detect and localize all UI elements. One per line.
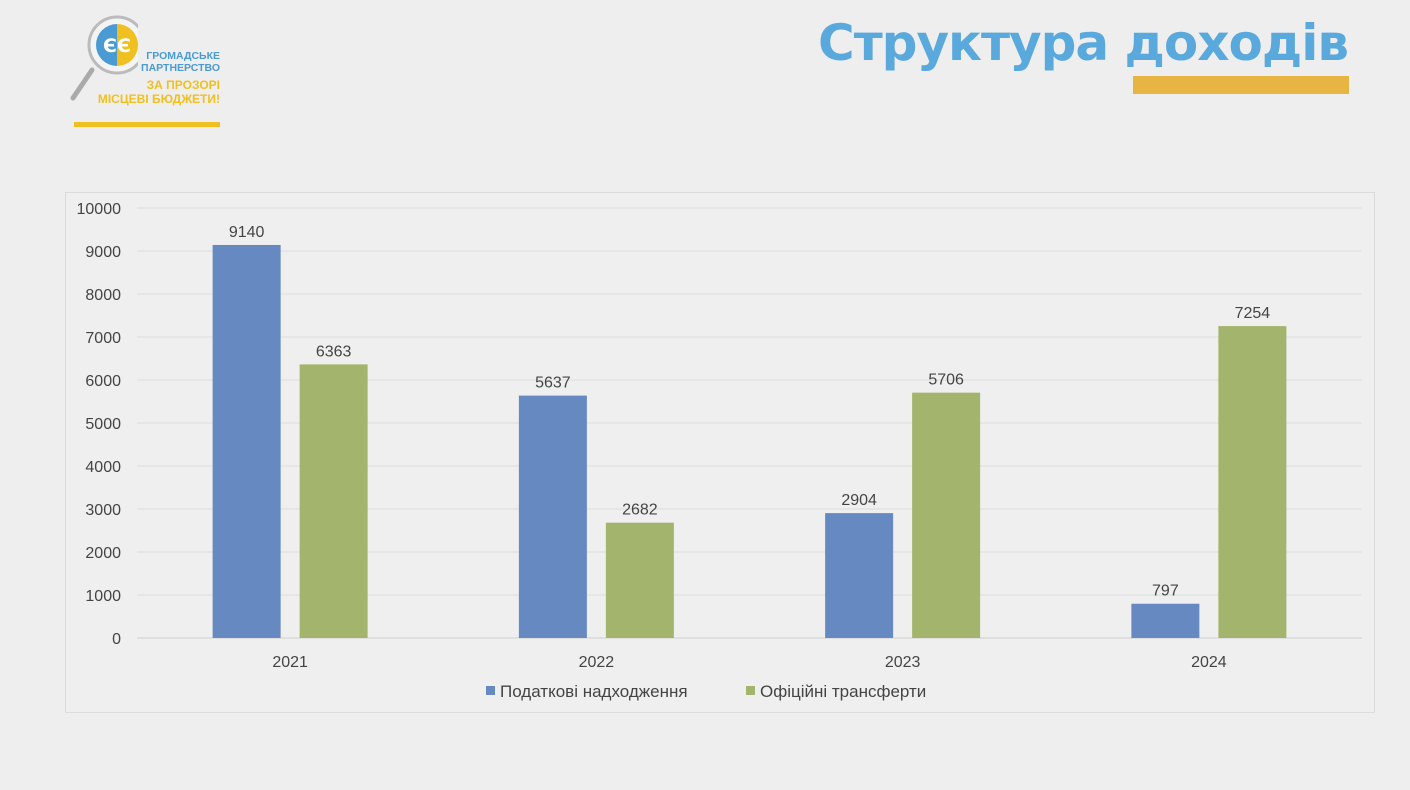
y-tick-label: 7000 (85, 330, 121, 347)
data-label: 797 (1152, 583, 1179, 600)
y-tick-label: 8000 (85, 287, 121, 304)
legend-label: Офіційні трансферти (760, 682, 926, 701)
bar-tax (518, 395, 587, 638)
y-tick-label: 6000 (85, 373, 121, 390)
bar-tax (1131, 603, 1200, 638)
x-tick-label: 2021 (272, 654, 308, 671)
x-tick-label: 2024 (1191, 654, 1227, 671)
y-tick-label: 0 (112, 631, 121, 648)
bar-transfer (1218, 326, 1287, 638)
y-tick-label: 3000 (85, 502, 121, 519)
logo-line: За прозорі (146, 78, 220, 92)
x-tick-label: 2023 (885, 654, 921, 671)
svg-text:ЄЄ: ЄЄ (103, 35, 131, 57)
data-label: 5637 (535, 375, 571, 392)
magnifier-logo-icon: ЄЄ (70, 15, 147, 101)
data-label: 7254 (1235, 305, 1271, 322)
logo: ЄЄ (68, 14, 147, 110)
data-label: 9140 (229, 224, 265, 241)
logo-line: партнерство (141, 62, 220, 74)
logo-text: Громадське партнерство За прозорі місцев… (86, 50, 220, 106)
legend-swatch (746, 686, 755, 695)
bar-transfer (605, 522, 674, 638)
data-label: 5706 (928, 372, 964, 389)
data-label: 2682 (622, 502, 658, 519)
data-label: 6363 (316, 343, 352, 360)
bar-tax (212, 244, 281, 639)
y-tick-label: 9000 (85, 244, 121, 261)
x-tick-label: 2022 (579, 654, 615, 671)
bar-transfer (912, 392, 981, 638)
y-tick-label: 2000 (85, 545, 121, 562)
y-tick-label: 1000 (85, 588, 121, 605)
bar-transfer (299, 364, 368, 638)
y-tick-label: 4000 (85, 459, 121, 476)
title-underline (1133, 76, 1349, 94)
bar-tax (825, 513, 894, 638)
y-tick-label: 5000 (85, 416, 121, 433)
logo-line: місцеві бюджети! (97, 92, 220, 106)
y-tick-label: 10000 (77, 201, 122, 218)
legend-swatch (486, 686, 495, 695)
logo-underline (74, 122, 220, 127)
data-label: 2904 (841, 492, 877, 509)
logo-line: Громадське (146, 50, 220, 62)
legend-label: Податкові надходження (500, 682, 688, 701)
page-title: Структура доходів (818, 14, 1349, 72)
